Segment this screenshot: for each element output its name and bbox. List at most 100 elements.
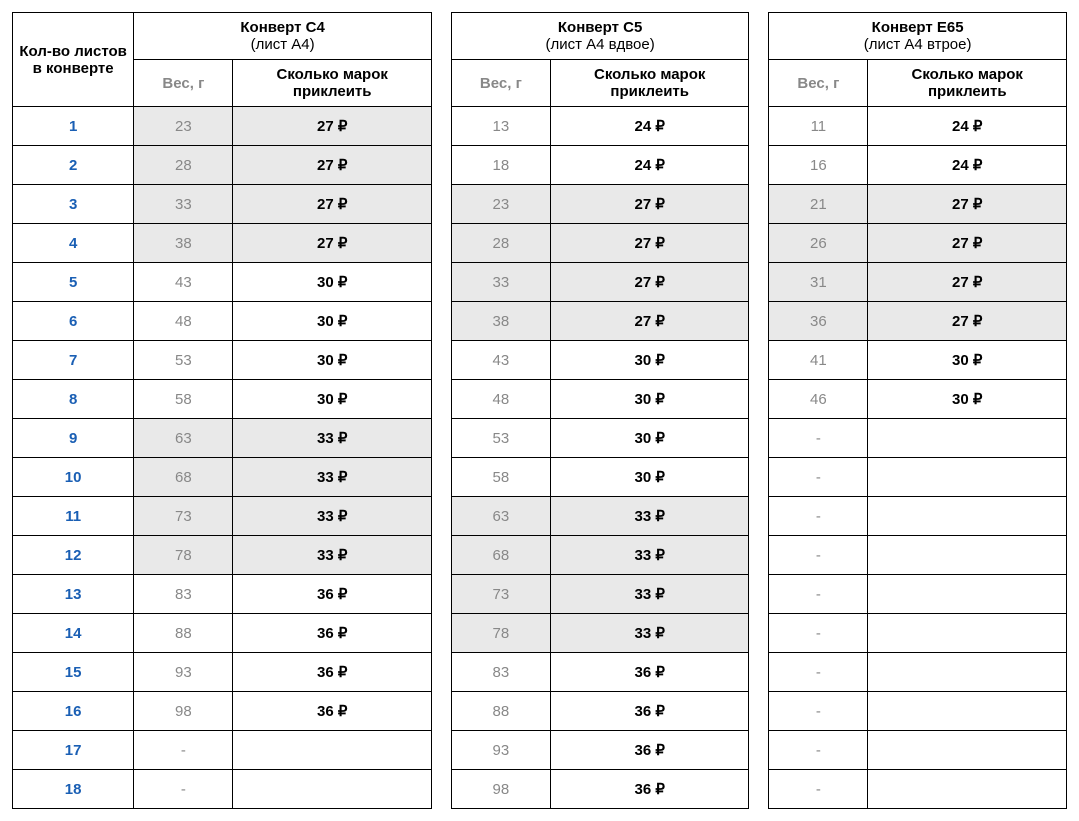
weight-c4: 48 [134,302,233,341]
weight-e65: 21 [769,185,868,224]
stamps-c4: 30 ₽ [233,263,431,302]
weight-e65: - [769,770,868,809]
stamps-c4: 27 ₽ [233,146,431,185]
sheet-count: 12 [13,536,134,575]
table-row: 117333 ₽6333 ₽- [13,497,1067,536]
weight-c4: - [134,731,233,770]
stamps-c4: 33 ₽ [233,497,431,536]
stamps-e65 [868,692,1067,731]
stamps-c4: 30 ₽ [233,302,431,341]
table-row: 12327 ₽1324 ₽1124 ₽ [13,107,1067,146]
weight-c5: 53 [451,419,550,458]
stamps-c5: 27 ₽ [550,224,748,263]
stamps-c4: 33 ₽ [233,536,431,575]
table-row: 54330 ₽3327 ₽3127 ₽ [13,263,1067,302]
weight-e65: - [769,419,868,458]
stamps-c5: 36 ₽ [550,653,748,692]
weight-e65: - [769,731,868,770]
sheet-count: 13 [13,575,134,614]
table-row: 64830 ₽3827 ₽3627 ₽ [13,302,1067,341]
table-row: 18-9836 ₽- [13,770,1067,809]
weight-c5: 93 [451,731,550,770]
stamps-e65: 30 ₽ [868,380,1067,419]
weight-c4: 93 [134,653,233,692]
header-sheets: Кол-во листов в конверте [13,13,134,107]
table-row: 85830 ₽4830 ₽4630 ₽ [13,380,1067,419]
header-envelope-c4: Конверт C4 (лист А4) [134,13,432,60]
weight-c4: 58 [134,380,233,419]
stamps-c5: 33 ₽ [550,536,748,575]
weight-e65: - [769,536,868,575]
subheader-stamps: Сколько марок приклеить [550,60,748,107]
table-row: 17-9336 ₽- [13,731,1067,770]
sheet-count: 6 [13,302,134,341]
weight-c5: 83 [451,653,550,692]
stamps-c4: 33 ₽ [233,419,431,458]
weight-c5: 73 [451,575,550,614]
table-row: 138336 ₽7333 ₽- [13,575,1067,614]
postage-table: Кол-во листов в конверте Конверт C4 (лис… [12,12,1067,809]
table-row: 169836 ₽8836 ₽- [13,692,1067,731]
weight-c4: 98 [134,692,233,731]
weight-e65: - [769,692,868,731]
weight-c4: 43 [134,263,233,302]
weight-e65: - [769,575,868,614]
stamps-e65 [868,653,1067,692]
weight-e65: 46 [769,380,868,419]
weight-e65: 16 [769,146,868,185]
stamps-c5: 36 ₽ [550,731,748,770]
subheader-stamps: Сколько марок приклеить [233,60,431,107]
stamps-c4 [233,770,431,809]
envelope-title: Конверт E65 [773,19,1062,36]
weight-c4: 53 [134,341,233,380]
stamps-e65: 27 ₽ [868,263,1067,302]
weight-c4: 28 [134,146,233,185]
weight-c4: 78 [134,536,233,575]
table-row: 106833 ₽5830 ₽- [13,458,1067,497]
table-row: 96333 ₽5330 ₽- [13,419,1067,458]
sheet-count: 15 [13,653,134,692]
weight-c5: 18 [451,146,550,185]
stamps-c5: 24 ₽ [550,107,748,146]
sheet-count: 2 [13,146,134,185]
stamps-c5: 36 ₽ [550,692,748,731]
stamps-e65: 30 ₽ [868,341,1067,380]
table-row: 33327 ₽2327 ₽2127 ₽ [13,185,1067,224]
weight-c5: 28 [451,224,550,263]
subheader-weight: Вес, г [769,60,868,107]
weight-c5: 23 [451,185,550,224]
sheet-count: 16 [13,692,134,731]
sheet-count: 5 [13,263,134,302]
stamps-c5: 24 ₽ [550,146,748,185]
table-row: 127833 ₽6833 ₽- [13,536,1067,575]
stamps-c4: 30 ₽ [233,341,431,380]
table-body: 12327 ₽1324 ₽1124 ₽22827 ₽1824 ₽1624 ₽33… [13,107,1067,809]
stamps-c5: 33 ₽ [550,497,748,536]
weight-c4: 83 [134,575,233,614]
envelope-subtitle: (лист А4) [138,36,427,53]
envelope-title: Конверт C4 [138,19,427,36]
stamps-c5: 36 ₽ [550,770,748,809]
stamps-c4: 30 ₽ [233,380,431,419]
stamps-c5: 27 ₽ [550,263,748,302]
sheet-count: 18 [13,770,134,809]
sheet-count: 1 [13,107,134,146]
table-row: 43827 ₽2827 ₽2627 ₽ [13,224,1067,263]
stamps-c5: 30 ₽ [550,380,748,419]
sheet-count: 8 [13,380,134,419]
stamps-c4 [233,731,431,770]
weight-e65: - [769,497,868,536]
stamps-c4: 33 ₽ [233,458,431,497]
weight-e65: 41 [769,341,868,380]
stamps-e65 [868,419,1067,458]
table-row: 75330 ₽4330 ₽4130 ₽ [13,341,1067,380]
stamps-c4: 27 ₽ [233,224,431,263]
stamps-c5: 30 ₽ [550,341,748,380]
weight-c4: - [134,770,233,809]
sheet-count: 10 [13,458,134,497]
envelope-subtitle: (лист А4 вдвое) [456,36,745,53]
weight-c5: 98 [451,770,550,809]
weight-e65: 26 [769,224,868,263]
weight-c4: 38 [134,224,233,263]
envelope-title: Конверт C5 [456,19,745,36]
